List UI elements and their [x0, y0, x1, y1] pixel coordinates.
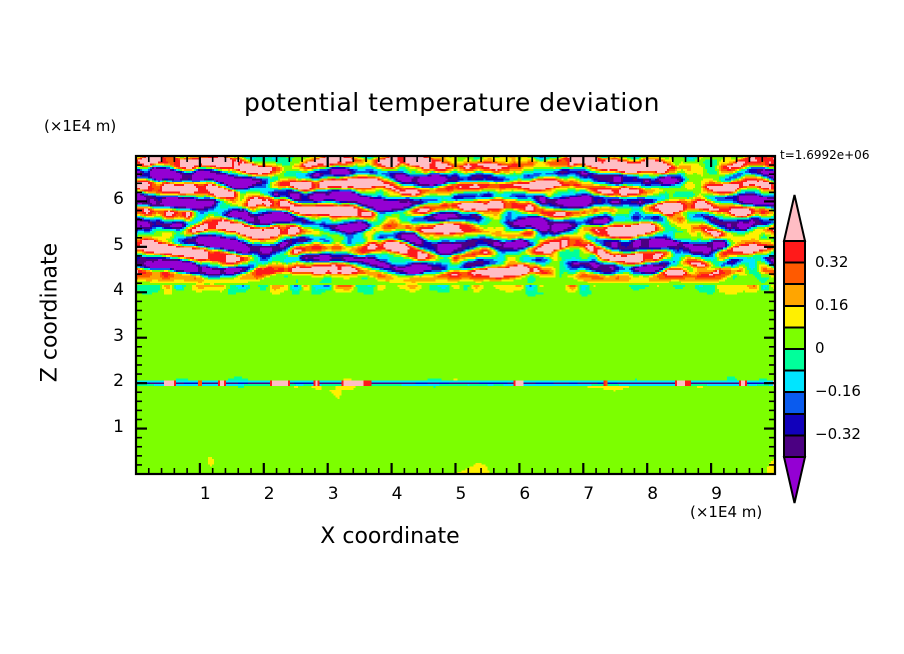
colorbar-swatch — [783, 434, 806, 458]
colorbar-tick-label: 0 — [815, 339, 825, 357]
colorbar-swatch — [783, 369, 806, 394]
colorbar-swatch — [783, 348, 806, 372]
x-tick-label: 1 — [199, 484, 211, 504]
colorbar-swatch — [783, 304, 806, 329]
contour-field — [136, 156, 776, 475]
colorbar-tick-label: 0.32 — [815, 252, 849, 271]
x-tick-label: 2 — [263, 484, 275, 504]
colorbar-swatch — [783, 412, 806, 437]
y-tick-label: 3 — [113, 325, 124, 346]
x-tick-label: 5 — [455, 484, 467, 504]
x-axis-unit-label: (×1E4 m) — [690, 503, 763, 521]
colorbar-swatch — [783, 283, 806, 307]
y-tick-label: 2 — [113, 371, 124, 392]
y-tick-label: 4 — [113, 280, 124, 301]
y-tick-label: 1 — [113, 416, 124, 437]
page-title: potential temperature deviation — [244, 88, 660, 117]
colorbar-swatch — [783, 240, 806, 264]
colorbar[interactable] — [782, 194, 807, 504]
y-tick-label: 5 — [113, 234, 124, 255]
time-annotation: t=1.6992e+06 — [780, 148, 870, 162]
colorbar-swatch — [783, 261, 806, 286]
y-tick-label: 6 — [113, 189, 124, 210]
x-tick-label: 6 — [519, 484, 531, 504]
colorbar-tick-label: −0.16 — [815, 382, 861, 401]
x-tick-label: 3 — [327, 484, 339, 504]
x-tick-label: 9 — [711, 484, 722, 504]
x-tick-label: 7 — [583, 484, 595, 504]
colorbar-swatch — [783, 326, 806, 350]
colorbar-swatch — [783, 391, 806, 415]
colorbar-high-arrow — [782, 194, 807, 242]
x-tick-label: 8 — [647, 484, 659, 504]
colorbar-tick-label: −0.32 — [815, 425, 861, 444]
colorbar-tick-label: 0.16 — [815, 295, 849, 314]
axis-frame — [134, 154, 777, 476]
x-tick-label: 4 — [391, 484, 403, 504]
colorbar-low-arrow — [782, 456, 807, 504]
z-axis-unit-label: (×1E4 m) — [44, 117, 117, 135]
x-axis-label: X coordinate — [320, 524, 460, 549]
